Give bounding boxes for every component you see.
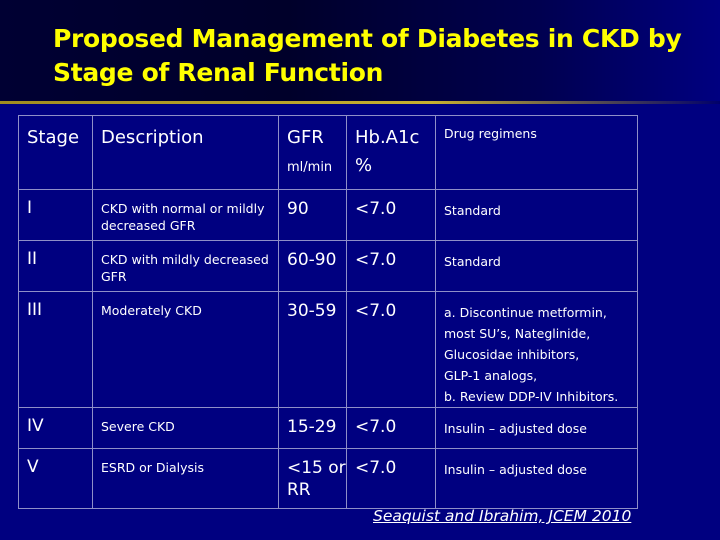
stage-cell: II: [18, 240, 93, 292]
table-header-row: Stage Description GFR ml/min Hb.A1c % Dr…: [18, 115, 638, 190]
stage-cell: V: [18, 448, 93, 509]
header-drug-regimens: Drug regimens: [435, 115, 638, 190]
description-cell: ESRD or Dialysis: [92, 448, 279, 509]
drug-cell: Standard: [435, 189, 638, 241]
header-gfr-label: GFR: [287, 127, 324, 148]
header-hba1c-label: Hb.A1c: [355, 127, 420, 148]
drug-line: Standard: [444, 203, 501, 218]
drug-line: Standard: [444, 254, 501, 269]
stage-cell: IV: [18, 407, 93, 449]
table-row: III Moderately CKD 30-59 <7.0 a. Discont…: [18, 291, 638, 408]
gfr-cell: 15-29: [278, 407, 347, 449]
hba1c-cell: <7.0: [346, 291, 436, 408]
description-cell: CKD with mildly decreased GFR: [92, 240, 279, 292]
header-hba1c: Hb.A1c %: [346, 115, 436, 190]
drug-line: a. Discontinue metformin, most SU’s, Nat…: [444, 305, 607, 362]
header-description: Description: [92, 115, 279, 190]
slide-title: Proposed Management of Diabetes in CKD b…: [53, 24, 682, 87]
title-divider: [0, 101, 720, 104]
drug-line: Insulin – adjusted dose: [444, 421, 587, 436]
hba1c-cell: <7.0: [346, 448, 436, 509]
drug-cell: a. Discontinue metformin, most SU’s, Nat…: [435, 291, 638, 408]
gfr-cell: <15 or RR: [278, 448, 347, 509]
gfr-cell: 90: [278, 189, 347, 241]
title-band: [0, 0, 720, 104]
drug-line: b. Review DDP-IV Inhibitors.: [444, 389, 619, 404]
drug-line: GLP-1 analogs,: [444, 368, 538, 383]
header-gfr: GFR ml/min: [278, 115, 347, 190]
hba1c-cell: <7.0: [346, 240, 436, 292]
drug-cell: Insulin – adjusted dose: [435, 407, 638, 449]
drug-cell: Insulin – adjusted dose: [435, 448, 638, 509]
management-table: Stage Description GFR ml/min Hb.A1c % Dr…: [18, 115, 638, 509]
header-hba1c-unit: %: [355, 155, 373, 176]
description-cell: Moderately CKD: [92, 291, 279, 408]
hba1c-cell: <7.0: [346, 189, 436, 241]
table-row: IV Severe CKD 15-29 <7.0 Insulin – adjus…: [18, 407, 638, 449]
citation: Seaquist and Ibrahim, JCEM 2010: [373, 507, 632, 525]
header-stage: Stage: [18, 115, 93, 190]
hba1c-cell: <7.0: [346, 407, 436, 449]
stage-cell: III: [18, 291, 93, 408]
header-gfr-unit: ml/min: [287, 160, 333, 175]
gfr-cell: 60-90: [278, 240, 347, 292]
description-cell: Severe CKD: [92, 407, 279, 449]
description-cell: CKD with normal or mildly decreased GFR: [92, 189, 279, 241]
stage-cell: I: [18, 189, 93, 241]
gfr-cell: 30-59: [278, 291, 347, 408]
table-row: V ESRD or Dialysis <15 or RR <7.0 Insuli…: [18, 448, 638, 509]
drug-cell: Standard: [435, 240, 638, 292]
table-row: I CKD with normal or mildly decreased GF…: [18, 189, 638, 241]
table-row: II CKD with mildly decreased GFR 60-90 <…: [18, 240, 638, 292]
drug-line: Insulin – adjusted dose: [444, 462, 587, 477]
